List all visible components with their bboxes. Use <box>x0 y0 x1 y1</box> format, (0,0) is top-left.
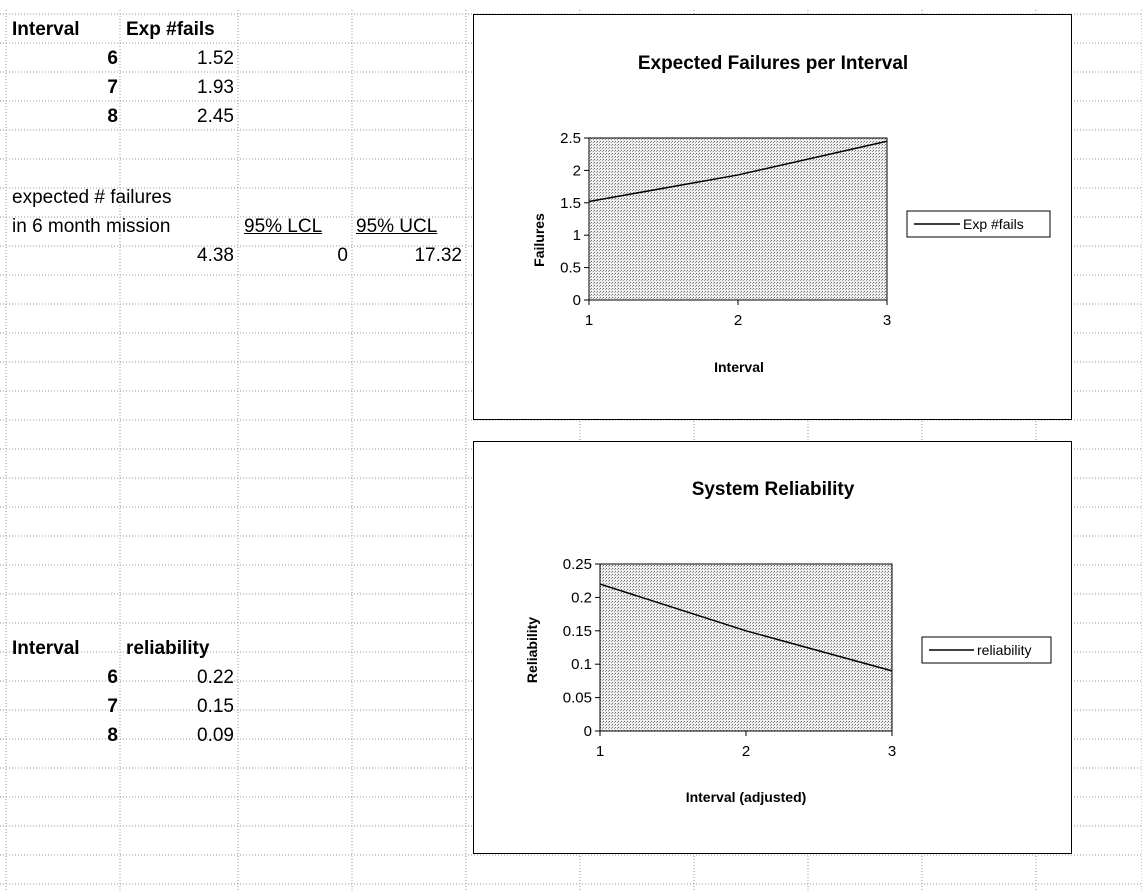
x-tick-label: 1 <box>585 312 593 329</box>
y-tick-label: 1.5 <box>560 195 581 212</box>
plot-area: 0 0.05 0.1 0.15 0.2 0.25 1 2 3 <box>563 556 896 760</box>
x-axis-label: Interval (adjusted) <box>686 789 807 805</box>
x-tick-label: 2 <box>742 743 750 760</box>
legend: Exp #fails <box>907 211 1050 237</box>
cell-reliability[interactable]: 0.09 <box>124 722 234 749</box>
ucl-value[interactable]: 17.32 <box>352 242 462 269</box>
cell-interval[interactable]: 7 <box>12 693 118 720</box>
plot-background <box>589 138 887 300</box>
cell-reliability[interactable]: 0.22 <box>124 664 234 691</box>
lcl-header[interactable]: 95% LCL <box>244 213 322 240</box>
ucl-header[interactable]: 95% UCL <box>356 213 437 240</box>
x-tick-label: 1 <box>596 743 604 760</box>
legend-label: Exp #fails <box>963 216 1024 232</box>
expected-failures-value[interactable]: 4.38 <box>124 242 234 269</box>
legend: reliability <box>922 637 1051 663</box>
x-tick-label: 2 <box>734 312 742 329</box>
lcl-value[interactable]: 0 <box>238 242 348 269</box>
header-reliability[interactable]: reliability <box>126 635 209 662</box>
cell-interval[interactable]: 8 <box>12 722 118 749</box>
y-axis-label: Failures <box>531 213 547 267</box>
x-tick-label: 3 <box>888 743 896 760</box>
legend-label: reliability <box>977 642 1031 658</box>
chart-title: Expected Failures per Interval <box>638 53 908 74</box>
chart-expected-failures[interactable]: Expected Failures per Interval Failures … <box>473 14 1072 420</box>
y-tick-label: 0 <box>573 292 581 309</box>
header-interval[interactable]: Interval <box>12 16 80 43</box>
y-tick-label: 0.15 <box>563 623 592 640</box>
header-interval[interactable]: Interval <box>12 635 80 662</box>
cell-reliability[interactable]: 0.15 <box>124 693 234 720</box>
y-tick-label: 0 <box>584 723 592 740</box>
y-tick-label: 0.1 <box>571 656 592 673</box>
cell-exp-fails[interactable]: 2.45 <box>124 103 234 130</box>
cell-interval[interactable]: 8 <box>12 103 118 130</box>
chart-title: System Reliability <box>692 479 855 500</box>
y-tick-label: 0.05 <box>563 690 592 707</box>
mission-label-line2[interactable]: in 6 month mission <box>12 213 170 240</box>
x-axis-label: Interval <box>714 359 764 375</box>
y-tick-label: 2.5 <box>560 130 581 147</box>
cell-exp-fails[interactable]: 1.52 <box>124 45 234 72</box>
x-tick-label: 3 <box>883 312 891 329</box>
y-axis-label: Reliability <box>524 617 540 683</box>
plot-area: 0 0.5 1 1.5 2 2.5 1 2 3 <box>560 130 891 329</box>
plot-background <box>600 564 892 731</box>
cell-interval[interactable]: 6 <box>12 45 118 72</box>
cell-interval[interactable]: 6 <box>12 664 118 691</box>
y-tick-label: 2 <box>573 162 581 179</box>
y-tick-label: 1 <box>573 227 581 244</box>
chart-system-reliability[interactable]: System Reliability Reliability Interval … <box>473 441 1072 854</box>
chart-svg: System Reliability Reliability Interval … <box>474 442 1071 853</box>
y-tick-label: 0.25 <box>563 556 592 573</box>
y-tick-label: 0.5 <box>560 260 581 277</box>
header-exp-fails[interactable]: Exp #fails <box>126 16 215 43</box>
cell-interval[interactable]: 7 <box>12 74 118 101</box>
mission-label-line1[interactable]: expected # failures <box>12 184 172 211</box>
chart-svg: Expected Failures per Interval Failures … <box>474 15 1071 419</box>
y-tick-label: 0.2 <box>571 589 592 606</box>
cell-exp-fails[interactable]: 1.93 <box>124 74 234 101</box>
